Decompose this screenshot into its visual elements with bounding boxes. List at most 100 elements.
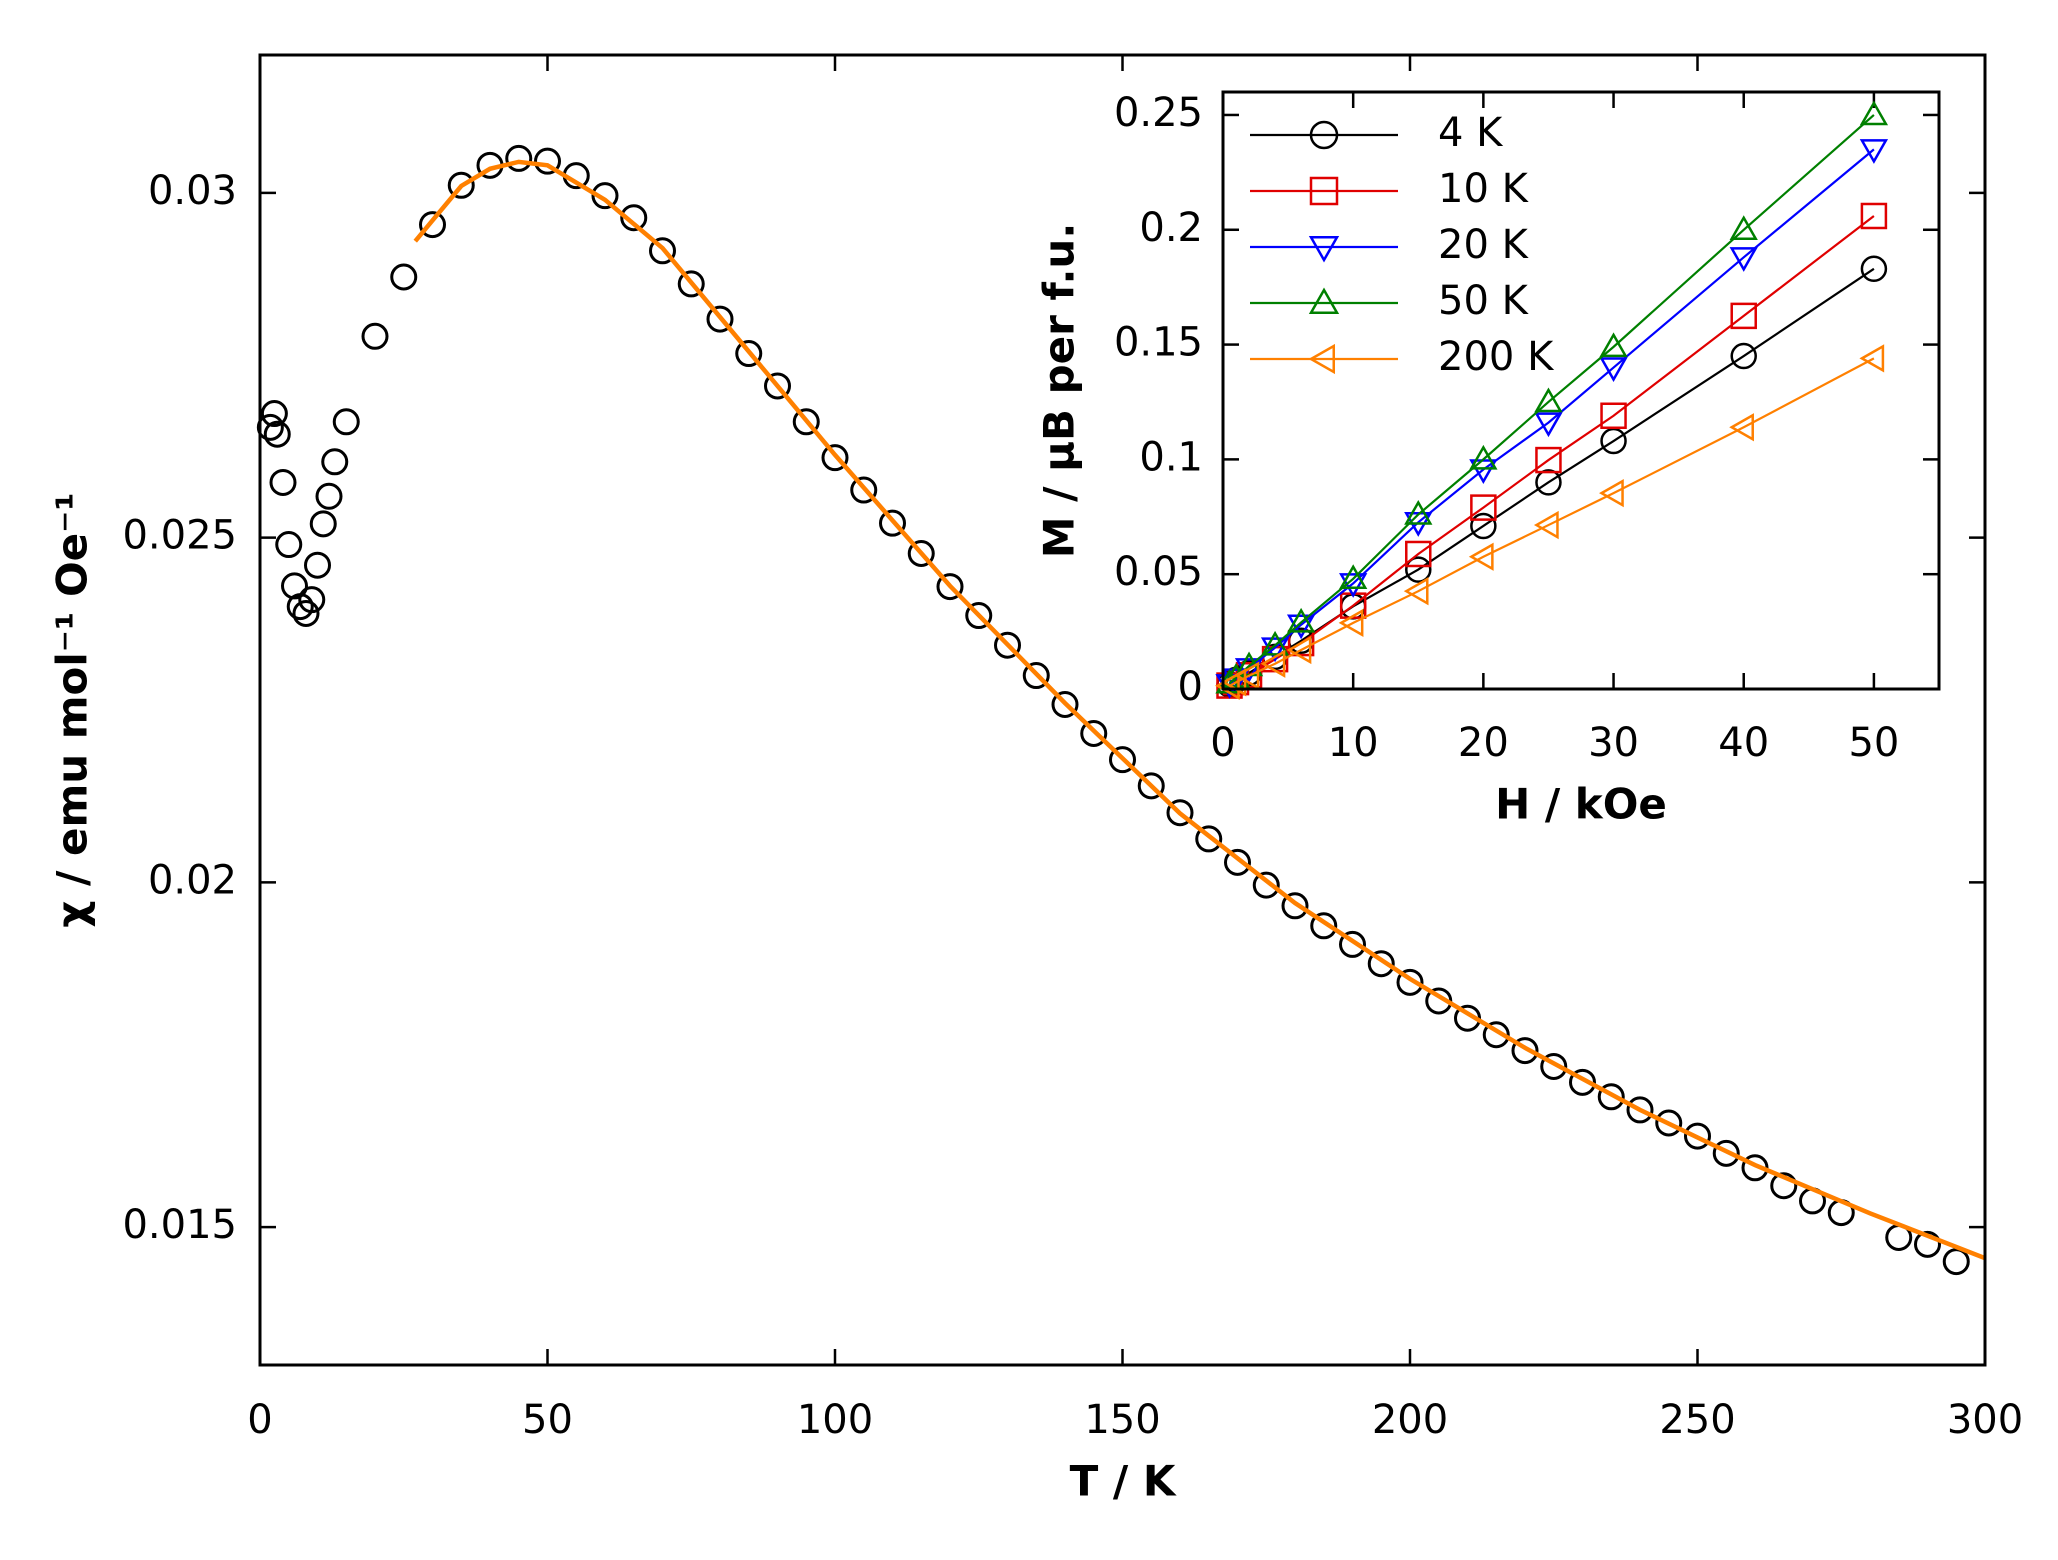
marker	[1469, 444, 1498, 470]
y-tick-label: 0.05	[1114, 549, 1203, 595]
marker	[256, 413, 284, 441]
line	[1228, 114, 1875, 685]
marker	[1339, 564, 1368, 590]
marker	[1080, 719, 1108, 747]
y-tick-label: 0.03	[148, 168, 237, 214]
marker	[1310, 912, 1338, 940]
marker	[304, 551, 331, 579]
marker	[1535, 469, 1562, 496]
marker	[1252, 871, 1280, 899]
legend-marker	[1309, 120, 1339, 150]
line	[1228, 357, 1875, 687]
marker	[591, 182, 619, 210]
plot-frame	[258, 53, 1987, 1367]
marker	[1470, 494, 1497, 521]
marker	[534, 147, 561, 175]
marker	[1260, 649, 1286, 678]
marker	[1600, 402, 1627, 430]
x-tick-label: 150	[1084, 1397, 1160, 1443]
marker	[1600, 427, 1627, 455]
marker	[1599, 478, 1624, 508]
marker	[1535, 446, 1562, 474]
x-tick-label: 10	[1328, 720, 1379, 766]
marker	[907, 539, 935, 567]
marker	[269, 468, 297, 496]
legend-marker	[1308, 343, 1335, 375]
legend-marker	[1308, 287, 1340, 314]
marker	[298, 586, 326, 614]
x-axis-title: T / K	[1070, 1457, 1177, 1506]
marker	[1404, 499, 1433, 525]
y-tick-label: 0.15	[1114, 320, 1203, 366]
marker	[321, 448, 349, 476]
marker	[275, 531, 303, 559]
x-tick-label: 250	[1659, 1397, 1735, 1443]
marker	[1599, 332, 1628, 358]
marker	[1534, 387, 1563, 413]
marker	[1534, 412, 1563, 438]
marker	[821, 444, 849, 472]
x-tick-label: 300	[1947, 1397, 2023, 1443]
x-tick-label: 40	[1718, 720, 1769, 766]
marker	[620, 204, 648, 232]
marker	[1195, 825, 1223, 853]
y-tick-label: 0	[1178, 664, 1203, 710]
inset-background	[1223, 92, 1939, 689]
y-tick-label: 0.2	[1139, 205, 1203, 251]
marker	[1339, 930, 1366, 958]
marker	[1468, 542, 1494, 571]
y-tick-label: 0.025	[122, 513, 237, 559]
marker	[1338, 608, 1364, 638]
marker	[263, 420, 291, 448]
marker	[505, 144, 533, 172]
marker	[850, 476, 878, 504]
marker	[1260, 630, 1290, 656]
marker	[260, 400, 288, 428]
marker	[1286, 635, 1312, 665]
marker	[677, 270, 705, 298]
marker	[1405, 540, 1432, 568]
marker	[1137, 772, 1165, 800]
marker	[361, 322, 389, 350]
legend-marker	[1309, 176, 1339, 206]
marker	[1533, 510, 1559, 540]
marker	[1729, 247, 1758, 272]
y-axis-title: M / μB per f.u.	[1035, 223, 1084, 559]
y-tick-label: 0.015	[122, 1202, 237, 1248]
x-axis-title: H / kOe	[1495, 780, 1667, 829]
x-tick-label: 30	[1588, 720, 1639, 766]
marker	[1051, 690, 1079, 718]
x-tick-label: 200	[1372, 1397, 1448, 1443]
marker	[994, 631, 1021, 659]
marker	[1860, 202, 1888, 230]
marker	[1770, 1172, 1798, 1200]
marker	[1684, 1122, 1711, 1150]
marker	[1730, 302, 1757, 330]
marker	[1859, 139, 1889, 164]
marker	[1022, 662, 1050, 690]
marker	[1224, 848, 1251, 876]
x-tick-label: 100	[797, 1397, 873, 1443]
marker	[1482, 1021, 1510, 1049]
marker	[1712, 1139, 1740, 1167]
marker	[649, 237, 676, 265]
marker	[1655, 1109, 1683, 1137]
legend-label: 4 K	[1438, 110, 1504, 156]
marker	[965, 602, 993, 630]
y-tick-label: 0.1	[1139, 434, 1203, 480]
marker	[1729, 413, 1754, 442]
marker	[1286, 614, 1316, 640]
marker	[792, 408, 820, 436]
marker	[447, 171, 475, 199]
legend-label: 200 K	[1438, 334, 1555, 380]
marker	[1860, 255, 1888, 283]
line	[413, 159, 1985, 1261]
x-tick-label: 50	[522, 1397, 573, 1443]
marker	[1540, 1052, 1568, 1080]
marker	[419, 211, 446, 239]
marker	[281, 572, 308, 600]
marker	[332, 408, 360, 436]
marker	[1569, 1068, 1596, 1096]
marker	[1599, 357, 1628, 383]
